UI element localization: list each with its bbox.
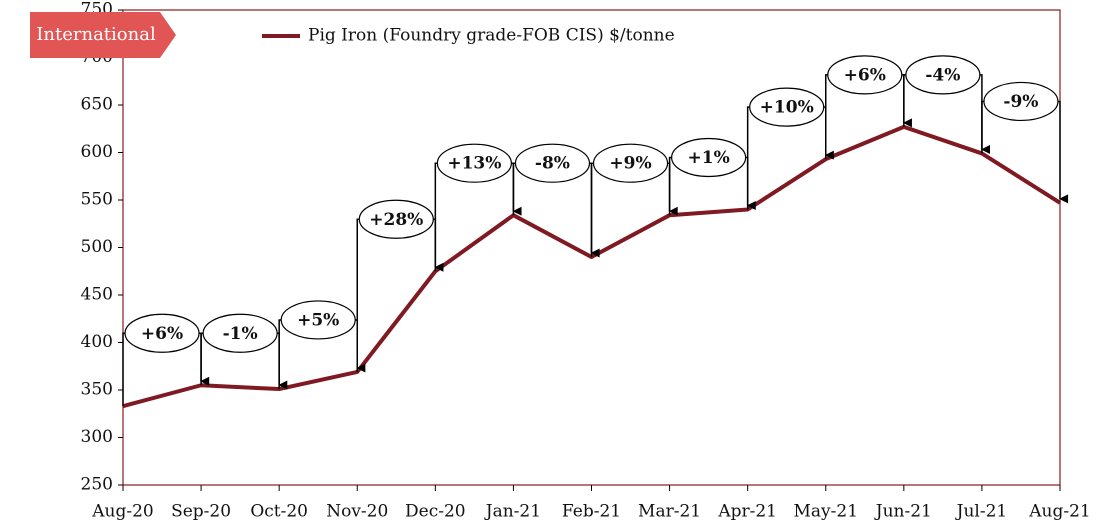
y-tick-label: 300 bbox=[81, 427, 113, 447]
x-tick-label: Jun-21 bbox=[874, 502, 932, 522]
change-bubble bbox=[280, 300, 356, 340]
change-label: +13% bbox=[447, 154, 501, 174]
y-tick-label: 400 bbox=[81, 332, 113, 352]
change-bubble bbox=[749, 87, 825, 127]
change-bubble bbox=[592, 143, 669, 183]
x-tick-label: Sep-20 bbox=[171, 502, 231, 522]
change-label: -9% bbox=[1003, 92, 1038, 112]
change-label: -1% bbox=[223, 324, 258, 344]
change-bubble bbox=[905, 55, 981, 95]
y-tick-label: 450 bbox=[81, 285, 113, 305]
y-tick-label: 500 bbox=[81, 237, 113, 257]
change-bubble bbox=[514, 143, 591, 183]
change-bubble bbox=[983, 81, 1059, 122]
x-tick-label: Mar-21 bbox=[638, 502, 701, 522]
change-label: +5% bbox=[297, 310, 339, 330]
x-tick-label: Apr-21 bbox=[717, 502, 777, 522]
tag-label: International bbox=[36, 24, 156, 45]
change-bubble bbox=[827, 55, 903, 95]
y-tick-label: 550 bbox=[81, 190, 113, 210]
change-label: +10% bbox=[760, 98, 814, 118]
change-label: -8% bbox=[535, 154, 570, 174]
x-tick-label: Jul-21 bbox=[955, 502, 1008, 522]
tag-banner bbox=[30, 12, 176, 58]
x-tick-label: May-21 bbox=[793, 502, 858, 522]
y-tick-label: 650 bbox=[81, 95, 113, 115]
x-tick-label: Aug-21 bbox=[1028, 502, 1090, 522]
change-label: +9% bbox=[609, 154, 651, 174]
y-tick-label: 600 bbox=[81, 142, 113, 162]
change-label: +1% bbox=[688, 148, 730, 168]
change-label: +28% bbox=[369, 210, 423, 230]
x-tick-label: Jan-21 bbox=[484, 502, 541, 522]
y-tick-label: 250 bbox=[81, 475, 113, 495]
change-bubble bbox=[124, 313, 200, 353]
y-tick-label: 350 bbox=[81, 380, 113, 400]
change-bubble bbox=[671, 137, 747, 178]
change-label: +6% bbox=[141, 324, 183, 344]
x-tick-label: Dec-20 bbox=[405, 502, 466, 522]
change-bubble bbox=[436, 143, 512, 183]
x-tick-label: Oct-20 bbox=[250, 502, 308, 522]
change-connector bbox=[356, 218, 444, 372]
change-bubble bbox=[358, 199, 434, 239]
x-tick-label: Aug-20 bbox=[91, 502, 153, 522]
legend-label: Pig Iron (Foundry grade-FOB CIS) $/tonne bbox=[308, 26, 675, 46]
x-tick-label: Feb-21 bbox=[562, 502, 621, 522]
x-tick-label: Nov-20 bbox=[326, 502, 388, 522]
change-label: +6% bbox=[844, 65, 886, 85]
change-label: -4% bbox=[925, 65, 960, 85]
change-bubble bbox=[202, 313, 278, 353]
